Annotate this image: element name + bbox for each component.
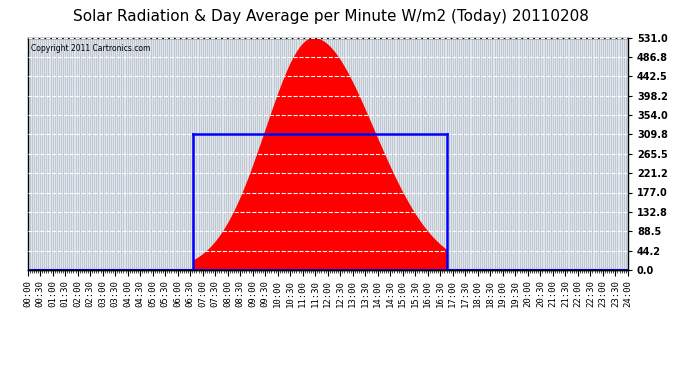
Text: Copyright 2011 Cartronics.com: Copyright 2011 Cartronics.com bbox=[30, 45, 150, 54]
Text: Solar Radiation & Day Average per Minute W/m2 (Today) 20110208: Solar Radiation & Day Average per Minute… bbox=[73, 9, 589, 24]
